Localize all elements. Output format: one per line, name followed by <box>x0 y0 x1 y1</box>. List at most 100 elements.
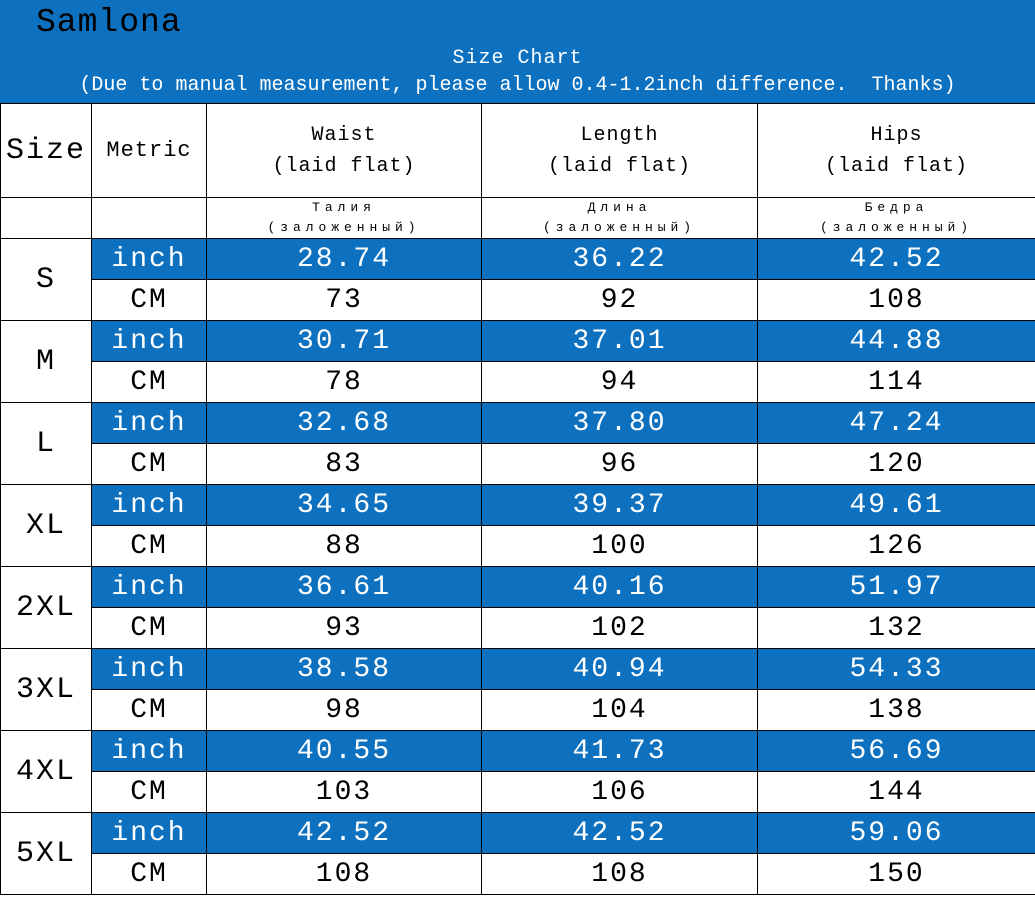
banner: Samlona Size Chart (Due to manual measur… <box>0 0 1035 103</box>
size-cell-S: S <box>0 238 92 322</box>
unit-cell-cm: CM <box>91 279 207 322</box>
value-cell-hips-inch: 56.69 <box>757 730 1035 773</box>
empty-cell <box>0 196 92 240</box>
value-cell-waist-cm: 83 <box>206 443 482 486</box>
unit-cell-cm: CM <box>91 689 207 732</box>
value-cell-length-cm: 106 <box>481 771 758 814</box>
value-cell-length-inch: 37.01 <box>481 320 758 363</box>
size-cell-M: M <box>0 320 92 404</box>
value-cell-waist-inch: 32.68 <box>206 402 482 445</box>
empty-cell <box>91 196 207 240</box>
table-header-russian-row: Талия (заложенный) Длина (заложенный) Бе… <box>0 196 1035 240</box>
header-size: Size <box>0 103 92 198</box>
header-waist-ru-sublabel: (заложенный) <box>267 220 421 236</box>
unit-cell-cm: CM <box>91 771 207 814</box>
header-length-ru-label: Длина <box>587 200 652 215</box>
value-cell-hips-cm: 132 <box>757 607 1035 650</box>
table-row-cm-M: CM 78 94 114 <box>1 361 1035 404</box>
header-waist: Waist (laid flat) <box>206 103 482 198</box>
value-cell-length-inch: 39.37 <box>481 484 758 527</box>
header-length-label: Length <box>580 123 659 147</box>
unit-cell-inch: inch <box>91 566 207 609</box>
table-row-cm-4XL: CM 103 106 144 <box>1 771 1035 814</box>
unit-cell-inch: inch <box>91 812 207 855</box>
value-cell-hips-inch: 49.61 <box>757 484 1035 527</box>
table-row-cm-5XL: CM 108 108 150 <box>1 853 1035 896</box>
chart-title: Size Chart <box>452 47 583 70</box>
header-hips-sublabel: (laid flat) <box>824 154 969 178</box>
table-row-cm-XL: CM 88 100 126 <box>1 525 1035 568</box>
unit-cell-inch: inch <box>91 402 207 445</box>
value-cell-waist-cm: 93 <box>206 607 482 650</box>
value-cell-hips-inch: 44.88 <box>757 320 1035 363</box>
header-length-sublabel: (laid flat) <box>547 154 692 178</box>
header-length-russian: Длина (заложенный) <box>481 196 758 240</box>
header-metric: Metric <box>91 103 207 198</box>
header-length-ru-sublabel: (заложенный) <box>543 220 696 236</box>
table-header-row: Size Metric Waist (laid flat) Length (la… <box>0 103 1035 198</box>
value-cell-hips-cm: 150 <box>757 853 1035 896</box>
header-length: Length (laid flat) <box>481 103 758 198</box>
unit-cell-cm: CM <box>91 525 207 568</box>
table-row-cm-3XL: CM 98 104 138 <box>1 689 1035 732</box>
value-cell-waist-cm: 108 <box>206 853 482 896</box>
size-cell-3XL: 3XL <box>0 648 92 732</box>
value-cell-hips-cm: 138 <box>757 689 1035 732</box>
brand-logo: Samlona <box>36 4 182 41</box>
value-cell-length-inch: 42.52 <box>481 812 758 855</box>
value-cell-waist-inch: 34.65 <box>206 484 482 527</box>
size-cell-5XL: 5XL <box>0 812 92 896</box>
table-row-cm-2XL: CM 93 102 132 <box>1 607 1035 650</box>
unit-cell-inch: inch <box>91 648 207 691</box>
size-cell-L: L <box>0 402 92 486</box>
value-cell-hips-cm: 114 <box>757 361 1035 404</box>
value-cell-length-cm: 108 <box>481 853 758 896</box>
table-row-inch-3XL: 3XL inch 38.58 40.94 54.33 <box>0 648 1035 732</box>
value-cell-hips-inch: 59.06 <box>757 812 1035 855</box>
value-cell-waist-inch: 30.71 <box>206 320 482 363</box>
unit-cell-cm: CM <box>91 443 207 486</box>
value-cell-waist-inch: 38.58 <box>206 648 482 691</box>
value-cell-length-inch: 40.94 <box>481 648 758 691</box>
table-row-inch-4XL: 4XL inch 40.55 41.73 56.69 <box>0 730 1035 814</box>
value-cell-waist-inch: 40.55 <box>206 730 482 773</box>
table-row-cm-S: CM 73 92 108 <box>1 279 1035 322</box>
unit-cell-cm: CM <box>91 361 207 404</box>
value-cell-length-cm: 102 <box>481 607 758 650</box>
value-cell-waist-inch: 36.61 <box>206 566 482 609</box>
value-cell-waist-cm: 103 <box>206 771 482 814</box>
unit-cell-inch: inch <box>91 238 207 281</box>
header-hips-ru-label: Бедра <box>864 200 929 215</box>
unit-cell-inch: inch <box>91 484 207 527</box>
header-waist-russian: Талия (заложенный) <box>206 196 482 240</box>
value-cell-length-cm: 104 <box>481 689 758 732</box>
header-hips-label: Hips <box>870 123 923 147</box>
value-cell-waist-cm: 88 <box>206 525 482 568</box>
value-cell-waist-cm: 98 <box>206 689 482 732</box>
header-hips-ru-sublabel: (заложенный) <box>820 220 973 236</box>
value-cell-length-cm: 94 <box>481 361 758 404</box>
value-cell-length-inch: 36.22 <box>481 238 758 281</box>
size-chart-table: Size Metric Waist (laid flat) Length (la… <box>0 103 1035 896</box>
table-row-inch-5XL: 5XL inch 42.52 42.52 59.06 <box>0 812 1035 896</box>
value-cell-waist-cm: 73 <box>206 279 482 322</box>
unit-cell-inch: inch <box>91 320 207 363</box>
table-row-inch-XL: XL inch 34.65 39.37 49.61 <box>0 484 1035 568</box>
size-cell-XL: XL <box>0 484 92 568</box>
table-row-cm-L: CM 83 96 120 <box>1 443 1035 486</box>
value-cell-length-inch: 37.80 <box>481 402 758 445</box>
value-cell-length-cm: 92 <box>481 279 758 322</box>
value-cell-length-cm: 96 <box>481 443 758 486</box>
header-waist-ru-label: Талия <box>312 200 376 215</box>
header-hips-russian: Бедра (заложенный) <box>757 196 1035 240</box>
header-waist-label: Waist <box>311 123 377 147</box>
value-cell-hips-cm: 120 <box>757 443 1035 486</box>
value-cell-waist-inch: 28.74 <box>206 238 482 281</box>
header-hips: Hips (laid flat) <box>757 103 1035 198</box>
unit-cell-inch: inch <box>91 730 207 773</box>
